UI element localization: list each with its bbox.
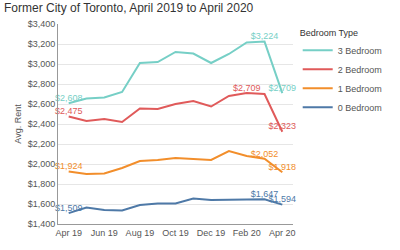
svg-text:$2,600: $2,600: [28, 99, 56, 109]
svg-text:$2,400: $2,400: [28, 119, 56, 129]
svg-text:$2,800: $2,800: [28, 79, 56, 89]
svg-text:Oct 19: Oct 19: [162, 228, 189, 238]
svg-text:$3,400: $3,400: [28, 19, 56, 29]
svg-text:$1,647: $1,647: [251, 189, 279, 199]
svg-text:$2,475: $2,475: [55, 106, 83, 116]
svg-text:Apr 20: Apr 20: [269, 228, 296, 238]
svg-text:$3,200: $3,200: [28, 39, 56, 49]
svg-text:Feb 20: Feb 20: [233, 228, 261, 238]
svg-text:$1,918: $1,918: [269, 162, 297, 172]
svg-text:Aug 19: Aug 19: [126, 228, 155, 238]
svg-text:$2,709: $2,709: [233, 83, 261, 93]
svg-text:Dec 19: Dec 19: [197, 228, 226, 238]
svg-text:$1,509: $1,509: [55, 203, 83, 213]
svg-text:$3,000: $3,000: [28, 59, 56, 69]
svg-text:$1,800: $1,800: [28, 179, 56, 189]
svg-text:Former City of Toronto, April: Former City of Toronto, April 2019 to Ap…: [4, 1, 254, 15]
svg-text:Bedroom Type: Bedroom Type: [300, 28, 358, 38]
svg-text:Apr 19: Apr 19: [55, 228, 82, 238]
svg-text:$2,323: $2,323: [269, 121, 297, 131]
svg-text:$1,924: $1,924: [55, 161, 83, 171]
svg-text:$1,600: $1,600: [28, 199, 56, 209]
svg-text:$2,052: $2,052: [251, 149, 279, 159]
svg-text:0 Bedroom: 0 Bedroom: [338, 103, 382, 113]
svg-text:$3,224: $3,224: [251, 31, 279, 41]
svg-text:$1,594: $1,594: [269, 194, 297, 204]
svg-text:Jun 19: Jun 19: [91, 228, 118, 238]
svg-text:$2,000: $2,000: [28, 159, 56, 169]
svg-text:$2,608: $2,608: [55, 93, 83, 103]
svg-text:3 Bedroom: 3 Bedroom: [338, 46, 382, 56]
svg-text:1 Bedroom: 1 Bedroom: [338, 84, 382, 94]
svg-text:Avg. Rent: Avg. Rent: [13, 104, 23, 144]
svg-text:$2,709: $2,709: [269, 83, 297, 93]
svg-text:$1,400: $1,400: [28, 219, 56, 229]
svg-text:2 Bedroom: 2 Bedroom: [338, 65, 382, 75]
svg-text:$2,200: $2,200: [28, 139, 56, 149]
